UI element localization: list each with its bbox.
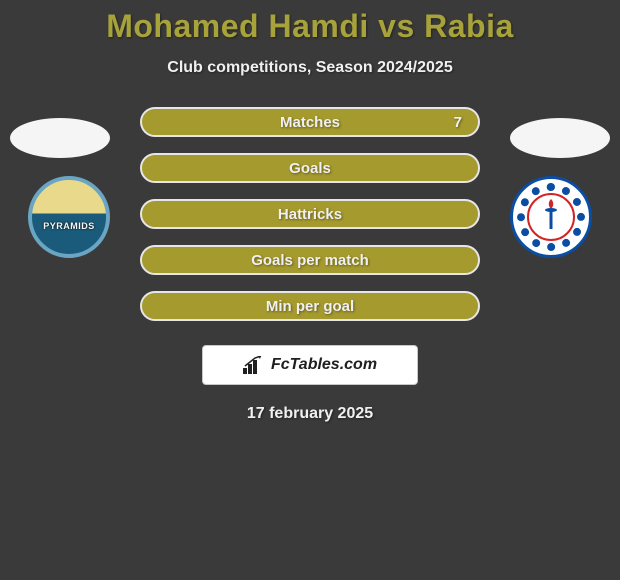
stat-right-value: 7 [454,114,462,131]
chart-icon [243,356,265,374]
stat-row-matches: Matches 7 [140,107,480,137]
stat-label: Matches [280,114,340,131]
stat-label: Hattricks [278,206,342,223]
brand-box: FcTables.com [202,345,418,385]
stat-row-goals-per-match: Goals per match [140,245,480,275]
club-badge-right [510,176,592,258]
brand-text: FcTables.com [271,356,377,374]
stat-rows: Matches 7 Goals Hattricks Goals per matc… [140,107,480,321]
club-badge-left: PYRAMIDS [28,176,110,258]
stat-row-hattricks: Hattricks [140,199,480,229]
comparison-card: Mohamed Hamdi vs Rabia Club competitions… [0,0,620,580]
page-title: Mohamed Hamdi vs Rabia [0,8,620,45]
player-avatar-right [510,118,610,158]
stat-label: Min per goal [266,298,354,315]
pyramids-logo: PYRAMIDS [28,176,110,258]
subtitle: Club competitions, Season 2024/2025 [0,59,620,77]
date-text: 17 february 2025 [0,405,620,423]
player-avatar-left [10,118,110,158]
stat-label: Goals [289,160,331,177]
stat-label: Goals per match [251,252,369,269]
pyramids-text: PYRAMIDS [43,221,95,231]
stat-row-min-per-goal: Min per goal [140,291,480,321]
torch-icon [541,197,561,238]
smouha-inner [527,193,575,241]
smouha-logo [510,176,592,258]
stat-row-goals: Goals [140,153,480,183]
